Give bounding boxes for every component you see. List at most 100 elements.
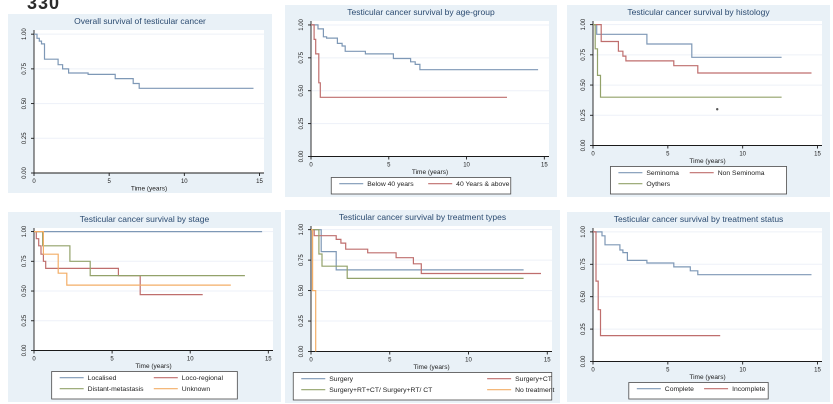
legend-label: Loco-regional xyxy=(182,375,224,382)
chart-title: Testicular cancer survival by treatment … xyxy=(339,212,506,222)
y-tick-label: 0.00 xyxy=(581,355,587,367)
survival-plot: Testicular cancer survival by histology 0… xyxy=(581,7,822,195)
x-tick-label: 5 xyxy=(387,163,391,169)
x-tick-label: 0 xyxy=(32,179,36,185)
legend-label: No treatment xyxy=(515,387,554,394)
x-tick-label: 10 xyxy=(465,358,472,364)
legend: Seminoma Non Seminoma Oythers xyxy=(609,166,788,195)
plot-area xyxy=(311,226,552,352)
y-tick-label: 0.00 xyxy=(299,345,305,357)
y-tick-label: 0.25 xyxy=(22,314,28,326)
series-line-oythers xyxy=(593,24,782,98)
km-figure-age-group: Testicular cancer survival by age-group 0… xyxy=(285,5,557,197)
x-tick-label: 10 xyxy=(739,152,746,158)
x-tick-label: 15 xyxy=(256,179,263,185)
legend-box xyxy=(51,371,238,400)
y-tick-label: 0.50 xyxy=(22,285,28,297)
series-line-40-years-above xyxy=(311,24,507,98)
legend: Below 40 years 40 Years & above xyxy=(330,177,512,195)
chart-title: Testicular cancer survival by histology xyxy=(627,7,770,17)
y-tick-label: 0.25 xyxy=(299,315,305,327)
legend-label: Distant-metastasis xyxy=(88,386,145,393)
legend-label: Seminoma xyxy=(646,170,679,177)
km-figure-overall-survival: Overall survival of testicular cancer 0.0… xyxy=(8,14,272,193)
stray-mark xyxy=(716,108,719,111)
y-tick-label: 0.75 xyxy=(299,51,305,63)
legend-label: Surgery xyxy=(329,376,353,383)
series-line-complete xyxy=(593,231,812,276)
x-tick-label: 0 xyxy=(32,357,36,363)
x-tick-label: 5 xyxy=(107,179,111,185)
chart-title: Testicular cancer survival by age-group xyxy=(347,7,495,17)
x-axis-label: Time (years) xyxy=(689,374,725,381)
series-line-surgery-rt-ct-surgery-rt-ct xyxy=(311,229,524,279)
series-line-no-treatment xyxy=(311,229,317,352)
legend-label: Incomplete xyxy=(732,386,765,393)
x-tick-label: 15 xyxy=(814,368,821,374)
plot-area xyxy=(311,21,549,157)
series-line-distant-metastasis xyxy=(34,231,245,277)
x-tick-label: 0 xyxy=(591,368,595,374)
survival-plot: Testicular cancer survival by stage 0.00 0… xyxy=(22,214,273,400)
series-line-surgery-ct xyxy=(311,229,541,275)
survival-plot: Testicular cancer survival by treatment … xyxy=(292,212,555,401)
x-axis-label: Time (years) xyxy=(413,364,449,371)
x-tick-label: 15 xyxy=(541,163,548,169)
km-figure-treatment-status: Testicular cancer survival by treatment … xyxy=(567,212,830,402)
y-tick-label: 1.00 xyxy=(22,28,28,40)
y-tick-label: 0.25 xyxy=(581,109,587,121)
y-tick-label: 1.00 xyxy=(581,18,587,30)
x-axis-label: Time (years) xyxy=(135,363,171,370)
y-tick-label: 1.00 xyxy=(299,223,305,235)
legend-box xyxy=(628,382,769,400)
legend-label: Localised xyxy=(88,375,117,382)
y-tick-label: 0.25 xyxy=(581,323,587,335)
y-tick-label: 0.50 xyxy=(22,97,28,109)
x-tick-label: 10 xyxy=(463,163,470,169)
y-tick-label: 0.00 xyxy=(22,344,28,356)
page-number: 330 xyxy=(27,0,61,13)
legend: Localised Loco-regional Distant-metastasis… xyxy=(51,371,238,400)
legend-box xyxy=(330,177,512,195)
legend-box xyxy=(292,372,553,401)
y-tick-label: 0.75 xyxy=(581,258,587,270)
series-line-non-seminoma xyxy=(593,24,812,74)
series-line-below-40-years xyxy=(311,24,539,71)
series-line-incomplete xyxy=(593,231,721,337)
x-tick-label: 10 xyxy=(187,357,194,363)
legend-label: Surgery+RT+CT/ Surgery+RT/ CT xyxy=(329,387,432,394)
x-axis-label: Time (years) xyxy=(689,158,725,165)
legend-label: Surgery+CT xyxy=(515,376,552,383)
plot-area xyxy=(34,30,264,173)
legend-box xyxy=(609,166,788,195)
y-tick-label: 0.00 xyxy=(299,150,305,162)
x-tick-label: 15 xyxy=(814,152,821,158)
x-tick-label: 10 xyxy=(181,179,188,185)
chart-title: Testicular cancer survival by stage xyxy=(80,214,210,224)
x-tick-label: 15 xyxy=(265,357,272,363)
x-axis-label: Time (years) xyxy=(131,186,167,193)
km-figure-stage: Testicular cancer survival by stage 0.00 0… xyxy=(8,212,281,402)
y-tick-label: 1.00 xyxy=(22,225,28,237)
x-tick-label: 0 xyxy=(591,152,595,158)
y-tick-label: 0.25 xyxy=(22,132,28,144)
chart-title: Overall survival of testicular cancer xyxy=(74,16,206,26)
plot-area xyxy=(34,228,273,351)
y-tick-label: 0.50 xyxy=(299,84,305,96)
x-tick-label: 5 xyxy=(666,368,670,374)
y-tick-label: 0.50 xyxy=(299,284,305,296)
x-axis-label: Time (years) xyxy=(412,169,448,176)
series-line-overall-survival xyxy=(34,33,254,89)
series-line-seminoma xyxy=(593,24,782,58)
km-figure-treatment-types: Testicular cancer survival by treatment … xyxy=(285,210,560,403)
y-tick-label: 0.75 xyxy=(22,255,28,267)
x-tick-label: 15 xyxy=(544,358,551,364)
plot-area xyxy=(593,228,822,362)
legend-label: Below 40 years xyxy=(367,181,414,188)
y-tick-label: 0.00 xyxy=(22,167,28,179)
series-line-unknown xyxy=(34,231,231,286)
plot-area xyxy=(593,21,822,146)
y-tick-label: 1.00 xyxy=(299,18,305,30)
y-tick-label: 0.00 xyxy=(581,139,587,151)
